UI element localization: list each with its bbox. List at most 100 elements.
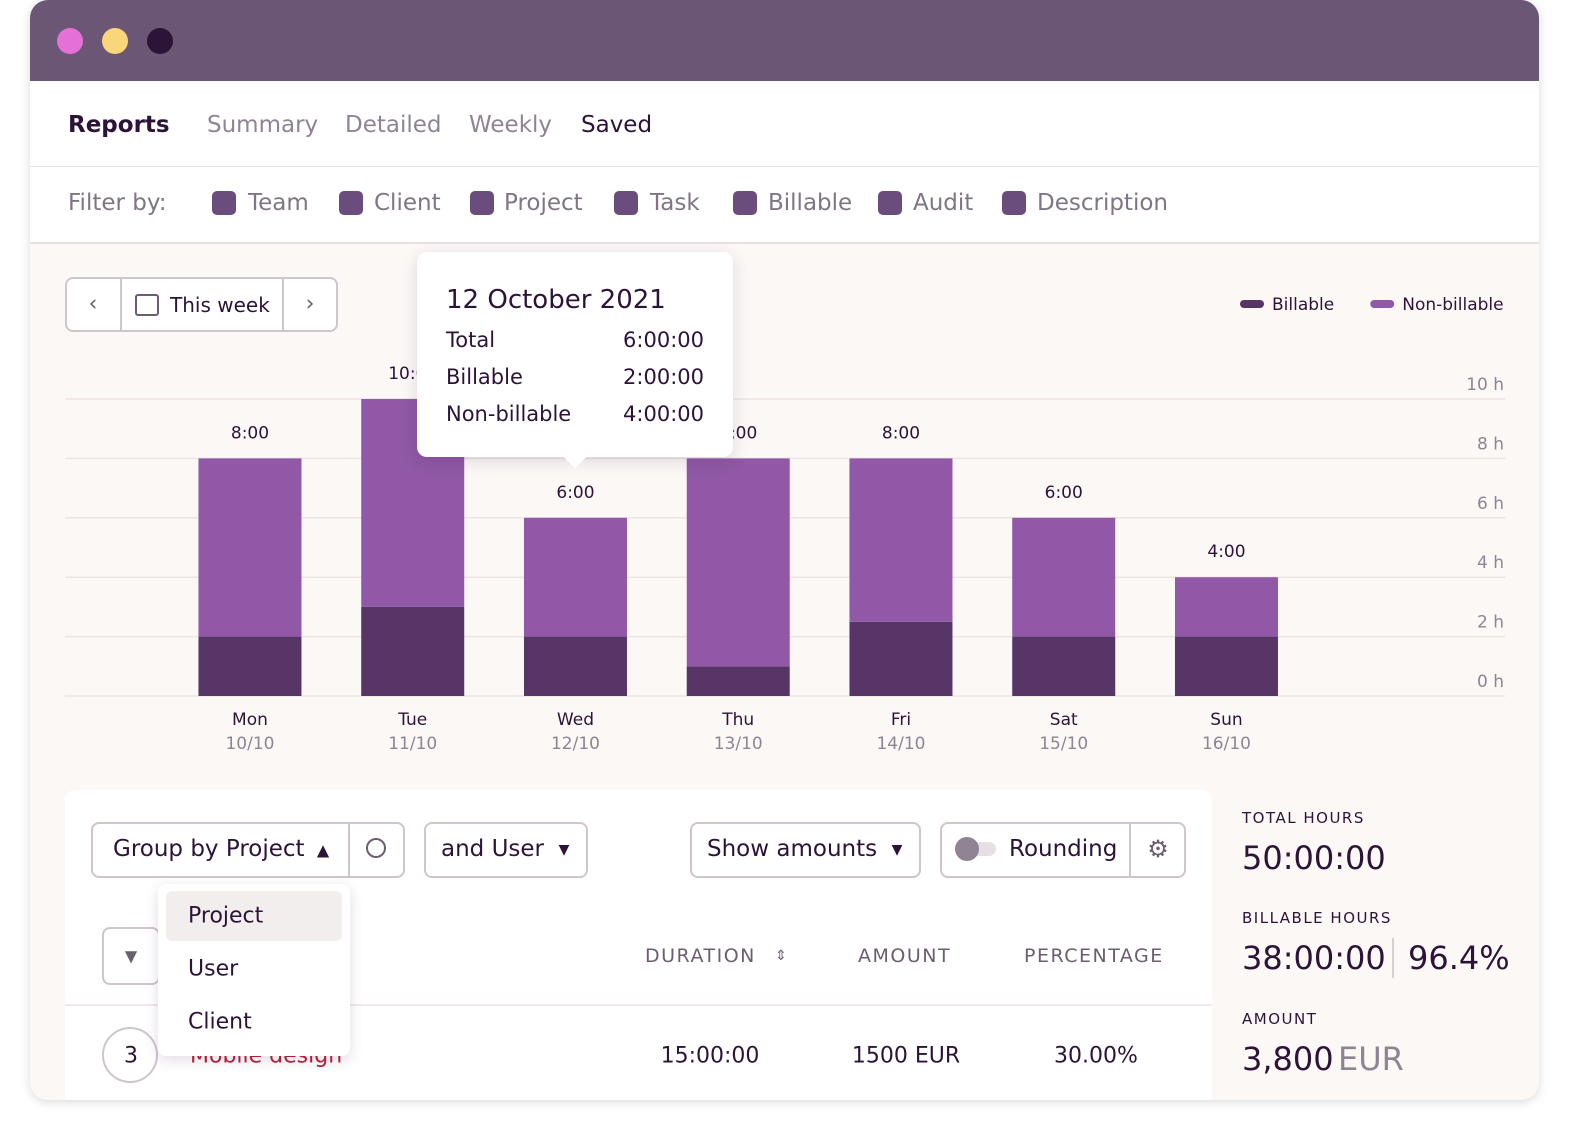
x-tick-date: 15/10 [1039,734,1088,754]
stat-label: AMOUNT [1242,1010,1318,1028]
stat-currency: EUR [1338,1040,1404,1078]
dropdown-option[interactable]: Client [188,1009,252,1035]
dropdown-option[interactable]: User [188,956,239,982]
title-bar [30,0,1539,81]
tooltip-label: Non-billable [446,402,572,426]
filter-item[interactable]: Billable [768,190,853,216]
filter-icon [339,191,363,215]
close-dot[interactable] [57,28,83,54]
chevron-down: ▼ [558,842,570,858]
divider [65,1004,1212,1006]
next-week[interactable]: › [305,291,315,317]
bar-segment [361,606,465,696]
bar-total-label: 6:00 [1045,483,1083,503]
legend-swatch [1370,300,1395,308]
filter-label: Filter by: [68,190,167,216]
filter-icon [878,191,902,215]
rounding-label[interactable]: Rounding [1009,836,1118,862]
search-icon[interactable] [366,838,386,858]
bar-segment [1012,636,1116,696]
toggle-knob[interactable] [955,837,979,861]
nav-tab[interactable]: Saved [581,112,653,138]
bar-segment [849,458,953,622]
filter-icon [470,191,494,215]
y-tick-label: 4 h [1477,553,1504,573]
x-tick-date: 13/10 [714,734,763,754]
settings-icon[interactable]: ⚙ [1147,835,1169,863]
nav-tab[interactable]: Weekly [469,112,553,138]
tooltip-value: 4:00:00 [623,402,704,426]
bar-segment [523,636,627,696]
x-tick-date: 16/10 [1202,734,1251,754]
bar-segment [686,666,790,696]
stat-value: 50:00:00 [1242,839,1386,877]
filter-item[interactable]: Audit [913,190,974,216]
maximize-dot[interactable] [147,28,173,54]
bar-total-label: 8:00 [231,423,269,443]
show-amounts-select[interactable] [690,822,921,878]
filter-item[interactable]: Description [1037,190,1168,216]
chevron-down: ▼ [124,946,138,966]
stat-value: 38:00:00 [1242,939,1386,977]
divider [30,242,1539,244]
stat-value: 96.4% [1408,939,1510,977]
x-tick-date: 14/10 [876,734,925,754]
y-tick-label: 8 h [1477,434,1504,454]
sort-icon[interactable]: ⇕ [775,948,787,964]
group-by-select[interactable] [91,822,405,878]
legend-label: Billable [1272,295,1334,315]
group-by-label[interactable]: Group by Project [113,836,305,862]
dropdown-highlight [166,891,342,941]
nav-tab[interactable]: Summary [207,112,319,138]
column-header[interactable]: DURATION [645,945,756,967]
and-user-label[interactable]: and User [441,836,545,862]
and-user-select[interactable] [424,822,588,878]
y-tick-label: 2 h [1477,613,1504,633]
bar-segment [1174,577,1278,637]
filter-item[interactable]: Client [374,190,441,216]
x-tick-label: Sat [1050,710,1078,730]
filter-item[interactable]: Team [248,190,309,216]
nav-tab[interactable]: Detailed [345,112,442,138]
chart: 0 h 2 h 4 h 6 h 8 h 10 h Billable Non-billable 8… [65,295,1505,754]
row-amount: 1500 EUR [851,1043,961,1069]
filter-icon [212,191,236,215]
column-header: PERCENTAGE [1024,945,1164,967]
dropdown-option[interactable]: Project [188,903,264,929]
x-tick-date: 12/10 [551,734,600,754]
x-tick-label: Wed [557,710,594,730]
prev-week[interactable]: ‹ [88,291,98,317]
window-content: Reports Summary Detailed Weekly Saved Fi… [30,0,1539,1100]
tooltip-value: 6:00:00 [623,328,704,352]
header-area [30,81,1539,243]
row-percentage: 30.00% [1054,1043,1138,1069]
legend-swatch [1240,300,1264,308]
y-tick-label: 0 h [1477,672,1504,692]
x-tick-label: Mon [232,710,268,730]
chevron-up: ▲ [316,840,330,860]
filter-icon [614,191,638,215]
bar-segment [523,517,627,637]
filter-item[interactable]: Task [650,190,700,216]
row-count: 3 [124,1043,138,1069]
nav-title[interactable]: Reports [68,112,170,138]
bar-segment [1012,517,1116,637]
divider [120,279,122,330]
minimize-dot[interactable] [102,28,128,54]
divider [348,824,350,876]
bar-segment [198,636,302,696]
show-amounts-label[interactable]: Show amounts [707,836,878,862]
bar-segment [686,458,790,667]
date-range[interactable]: This week [170,293,270,317]
filter-item[interactable]: Project [504,190,583,216]
tooltip [417,252,733,457]
divider [30,166,1539,167]
calendar-icon [135,294,159,316]
divider [282,279,284,330]
bar-segment [1174,636,1278,696]
x-tick-label: Sun [1210,710,1242,730]
tooltip-value: 2:00:00 [623,365,704,389]
count-badge [102,1027,158,1083]
date-picker [65,277,338,332]
